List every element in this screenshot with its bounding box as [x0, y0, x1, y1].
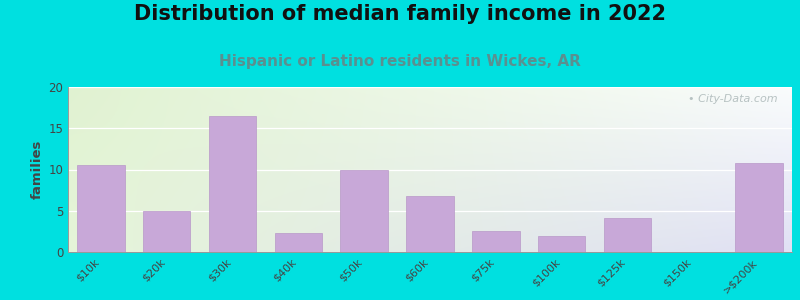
Y-axis label: families: families: [31, 140, 44, 199]
Bar: [406, 196, 454, 252]
Bar: [209, 116, 256, 252]
Text: • City-Data.com: • City-Data.com: [688, 94, 778, 103]
Bar: [604, 218, 651, 252]
Bar: [472, 231, 519, 252]
Bar: [274, 233, 322, 252]
Text: Distribution of median family income in 2022: Distribution of median family income in …: [134, 4, 666, 25]
Text: Hispanic or Latino residents in Wickes, AR: Hispanic or Latino residents in Wickes, …: [219, 54, 581, 69]
Bar: [143, 211, 190, 252]
Bar: [735, 163, 782, 252]
Bar: [538, 236, 586, 252]
Bar: [341, 169, 388, 252]
Bar: [78, 165, 125, 252]
